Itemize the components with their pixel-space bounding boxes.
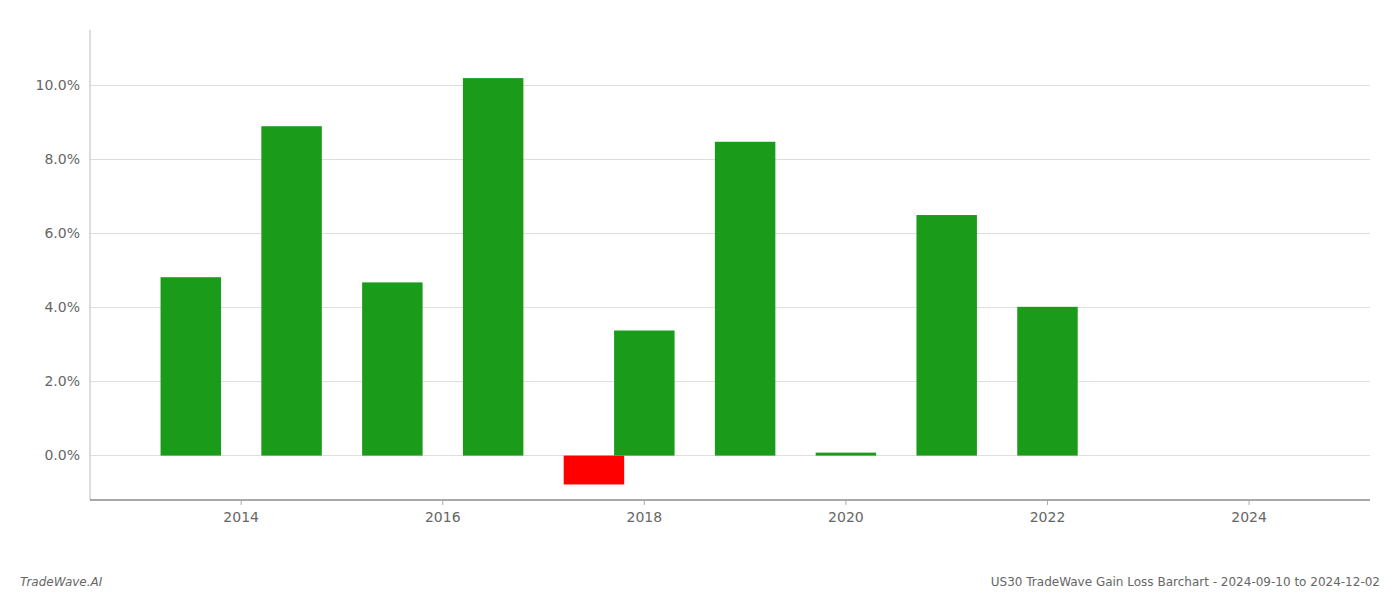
x-tick <box>644 500 645 505</box>
x-tick <box>1047 500 1048 505</box>
y-tick-labels: 0.0% 2.0% 4.0% 6.0% 8.0% 10.0% <box>36 77 80 463</box>
x-tick-label: 2014 <box>223 509 259 525</box>
x-tick <box>241 500 242 505</box>
x-tick <box>1249 500 1250 505</box>
x-tick <box>845 500 846 505</box>
x-tick-label: 2016 <box>425 509 461 525</box>
y-tick-label: 2.0% <box>44 373 80 389</box>
y-grid <box>90 86 1370 456</box>
x-tick-label: 2020 <box>828 509 864 525</box>
y-tick-label: 10.0% <box>36 77 80 93</box>
bar <box>362 282 422 455</box>
footer-right: US30 TradeWave Gain Loss Barchart - 2024… <box>991 575 1380 589</box>
bar <box>463 78 523 455</box>
bar <box>1017 307 1077 456</box>
y-axis-line <box>90 30 91 500</box>
y-tick-label: 4.0% <box>44 299 80 315</box>
bar <box>614 331 674 456</box>
bar <box>715 142 775 456</box>
x-axis-line <box>90 499 1370 500</box>
bar <box>564 456 624 485</box>
x-ticks: 2014 2016 2018 2020 2022 2024 <box>223 500 1267 525</box>
x-tick-label: 2018 <box>627 509 663 525</box>
footer-left: TradeWave.AI <box>20 575 103 589</box>
y-tick-label: 8.0% <box>44 151 80 167</box>
bar <box>161 277 221 455</box>
x-tick <box>442 500 443 505</box>
background <box>0 0 1400 600</box>
x-tick-label: 2024 <box>1231 509 1267 525</box>
y-tick-label: 0.0% <box>44 447 80 463</box>
bar <box>916 215 976 456</box>
y-tick-label: 6.0% <box>44 225 80 241</box>
bars <box>161 78 1078 484</box>
grid-line <box>90 85 1370 86</box>
bar <box>816 453 876 456</box>
chart: 0.0% 2.0% 4.0% 6.0% 8.0% 10.0% 2014 2016 2018 202… <box>0 0 1400 600</box>
bar <box>261 126 321 455</box>
x-tick-label: 2022 <box>1030 509 1066 525</box>
